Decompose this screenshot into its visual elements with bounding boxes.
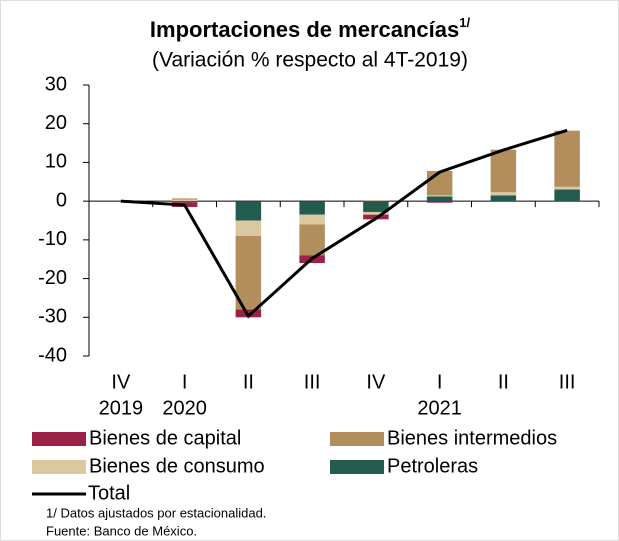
y-tick-label: 0 [56, 189, 67, 211]
bar-segment [363, 201, 389, 212]
bar-segment [171, 198, 198, 200]
bar-segment [363, 211, 389, 215]
x-group-label: 2021 [417, 397, 462, 419]
bar-segment [171, 199, 198, 202]
total-line [120, 128, 568, 319]
legend-swatch [330, 460, 384, 474]
legend-swatch [330, 432, 384, 446]
x-tick-label: II [498, 371, 509, 393]
chart-subtitle: (Variación % respecto al 4T-2019) [152, 49, 468, 72]
legend-label: Petroleras [387, 455, 478, 477]
bar-segment [490, 195, 517, 202]
bar-segment [426, 201, 453, 203]
bar-segment [235, 220, 262, 236]
x-tick-label: IV [366, 371, 386, 393]
bar-segment [299, 201, 325, 215]
bar-segment [554, 130, 580, 187]
bar-segment [299, 224, 325, 256]
bar-segment [554, 186, 580, 190]
legend-label: Bienes de capital [89, 427, 241, 449]
bar-segment [235, 235, 262, 310]
bar-segment [426, 196, 453, 202]
y-tick-label: 30 [45, 73, 67, 95]
x-tick-label: III [559, 371, 576, 393]
title-note: 1/ [459, 15, 470, 30]
x-tick-label: I [437, 371, 443, 393]
x-group-label: 2020 [162, 397, 207, 419]
x-tick-label: I [182, 371, 188, 393]
legend-swatch [32, 432, 86, 446]
source: Fuente: Banco de México. [46, 523, 197, 538]
footnote: 1/ Datos ajustados por estacionalidad. [46, 505, 266, 520]
title-text: Importaciones de mercancías [150, 17, 459, 42]
y-tick-label: 20 [45, 112, 67, 134]
bar-segment [299, 214, 325, 225]
bar-segment [426, 195, 453, 197]
x-tick-label: II [243, 371, 254, 393]
legend-label: Bienes de consumo [89, 455, 265, 477]
y-tick-label: -30 [38, 306, 67, 328]
bar-segment [363, 200, 389, 202]
y-tick-label: -10 [38, 228, 67, 250]
legend-label: Total [88, 482, 130, 504]
y-tick-label: 10 [45, 151, 67, 173]
legend-swatch [32, 460, 86, 474]
bar-segment [554, 189, 580, 202]
x-tick-label: III [304, 371, 321, 393]
bar-segment [490, 149, 517, 193]
bar-segment [426, 170, 453, 196]
bar-segment [171, 201, 198, 203]
bar-segment [490, 192, 517, 196]
bar-segment [235, 201, 262, 221]
x-tick-label: IV [111, 371, 131, 393]
chart-title: Importaciones de mercancías1/ [150, 15, 471, 41]
y-tick-label: -40 [38, 344, 67, 366]
legend-label: Bienes intermedios [387, 427, 557, 449]
x-group-label: 2019 [99, 397, 144, 419]
y-tick-label: -20 [38, 267, 67, 289]
